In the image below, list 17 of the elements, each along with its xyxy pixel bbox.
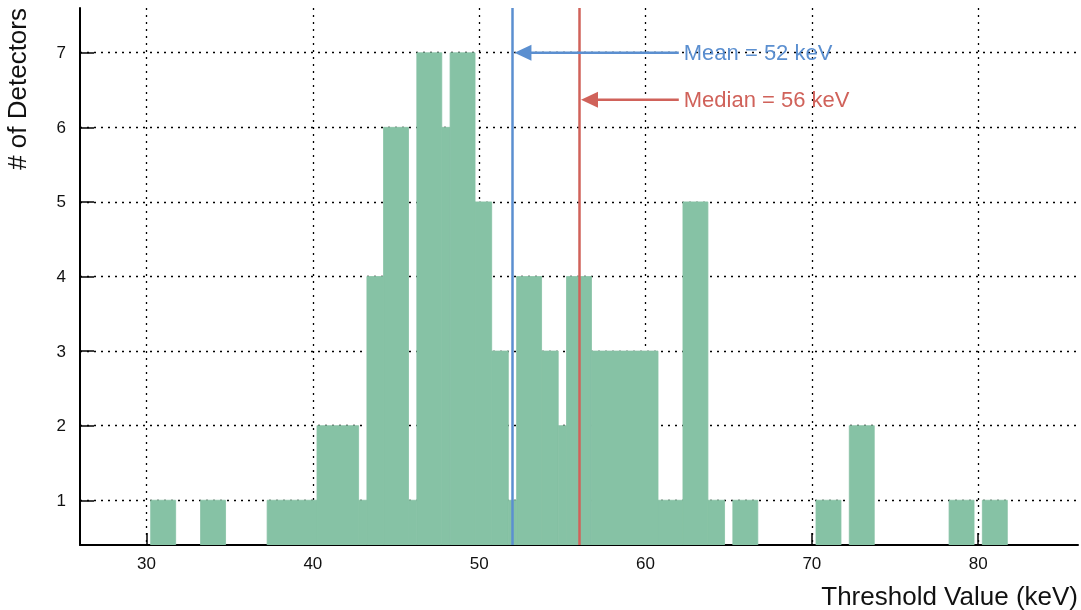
y-tick-label: 7 xyxy=(56,43,66,63)
y-tick-label: 6 xyxy=(56,117,66,137)
y-axis-title: # of Detectors xyxy=(2,8,32,170)
x-tick-label: 60 xyxy=(636,554,655,573)
x-axis-title: Threshold Value (keV) xyxy=(821,581,1078,610)
x-tick-label: 30 xyxy=(137,554,156,573)
y-tick-label: 3 xyxy=(56,341,66,361)
x-tick-label: 80 xyxy=(968,554,988,573)
ref-line-label: Median = 56 keV xyxy=(683,86,850,112)
y-tick-label: 5 xyxy=(56,192,66,212)
x-tick-label: 40 xyxy=(303,554,323,573)
x-tick-label: 50 xyxy=(469,554,489,573)
y-tick-label: 2 xyxy=(56,416,66,436)
y-tick-label: 1 xyxy=(56,490,66,510)
y-tick-label: 4 xyxy=(56,267,66,286)
x-tick-label: 70 xyxy=(802,554,822,573)
ref-line-label: Mean = 52 keV xyxy=(683,39,833,65)
